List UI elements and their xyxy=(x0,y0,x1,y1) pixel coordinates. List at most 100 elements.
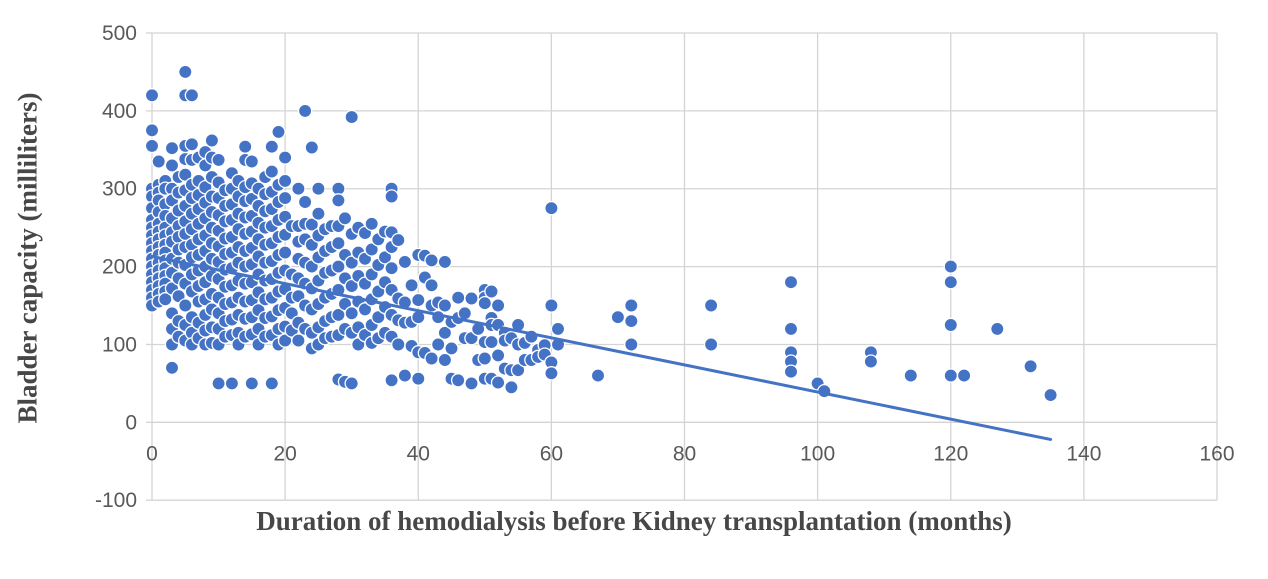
data-point xyxy=(544,298,559,313)
data-point xyxy=(391,337,406,352)
data-point xyxy=(956,368,972,383)
data-point xyxy=(184,137,200,152)
data-point xyxy=(444,341,459,356)
data-point xyxy=(151,154,166,169)
data-point xyxy=(144,88,160,103)
data-point xyxy=(164,158,180,173)
data-point xyxy=(504,380,519,395)
data-point xyxy=(331,193,346,208)
data-point xyxy=(304,217,320,232)
data-point xyxy=(437,352,453,368)
data-point xyxy=(164,360,180,376)
data-point xyxy=(178,167,193,182)
data-point xyxy=(490,375,506,390)
x-tick-label: 100 xyxy=(800,442,835,465)
x-tick-label: 120 xyxy=(933,442,968,465)
data-point xyxy=(550,321,566,337)
data-point xyxy=(943,259,959,274)
data-point xyxy=(297,103,313,119)
data-point xyxy=(943,368,959,383)
data-point xyxy=(464,376,479,391)
data-point xyxy=(943,317,959,333)
data-point xyxy=(344,376,359,391)
data-point xyxy=(277,190,293,206)
data-point xyxy=(450,373,466,388)
data-point xyxy=(544,200,559,216)
x-tick-label: 80 xyxy=(673,442,696,465)
data-point xyxy=(477,351,493,366)
data-point xyxy=(277,245,293,260)
data-point xyxy=(264,376,280,391)
data-point xyxy=(224,376,240,391)
data-point xyxy=(384,189,399,204)
data-point xyxy=(178,64,193,80)
y-tick-label: 400 xyxy=(102,100,137,123)
data-point xyxy=(158,292,173,307)
data-point xyxy=(337,211,353,226)
data-point xyxy=(703,337,719,352)
data-point xyxy=(484,284,499,299)
data-point xyxy=(364,242,379,257)
data-point xyxy=(264,139,280,154)
data-point xyxy=(304,140,320,155)
data-point xyxy=(490,298,506,313)
data-point xyxy=(344,306,359,321)
data-point xyxy=(244,376,260,391)
data-point xyxy=(544,366,559,381)
x-tick-label: 160 xyxy=(1199,442,1234,465)
data-point xyxy=(404,278,419,293)
y-tick-label: 100 xyxy=(102,333,137,356)
data-point xyxy=(437,298,453,313)
data-point xyxy=(477,295,493,311)
data-point xyxy=(178,298,193,313)
data-point xyxy=(344,255,359,270)
data-point xyxy=(384,260,399,276)
data-point xyxy=(204,133,220,148)
data-point xyxy=(624,313,639,329)
data-point xyxy=(424,278,439,293)
data-point xyxy=(424,351,439,366)
data-point xyxy=(430,337,446,352)
data-point xyxy=(1043,387,1058,403)
data-point xyxy=(277,173,293,189)
y-tick-label: 0 xyxy=(125,411,137,434)
data-point xyxy=(397,368,413,383)
data-point xyxy=(211,376,226,391)
data-point xyxy=(357,302,373,317)
data-point xyxy=(590,368,606,383)
data-point xyxy=(144,123,160,138)
data-point xyxy=(184,88,200,103)
data-point xyxy=(164,140,180,156)
y-tick-label: 200 xyxy=(102,256,137,279)
x-axis-title: Duration of hemodialysis before Kidney t… xyxy=(256,506,1012,536)
data-point xyxy=(484,334,499,350)
x-tick-label: 140 xyxy=(1066,442,1101,465)
data-point xyxy=(277,150,293,165)
data-point xyxy=(391,232,406,248)
x-tick-label: 40 xyxy=(407,442,430,465)
data-point xyxy=(943,274,959,290)
data-point xyxy=(331,259,346,274)
data-point xyxy=(144,138,160,154)
data-point xyxy=(344,109,359,125)
data-point xyxy=(364,216,379,232)
data-point xyxy=(783,321,799,337)
data-point xyxy=(311,181,326,196)
data-point xyxy=(237,139,253,154)
data-point xyxy=(244,154,260,169)
data-point xyxy=(450,290,466,305)
data-point xyxy=(624,337,639,352)
data-point xyxy=(331,235,346,251)
data-point xyxy=(397,254,413,270)
data-point xyxy=(903,368,919,383)
data-point xyxy=(424,253,439,268)
data-point xyxy=(464,291,479,306)
data-point xyxy=(377,250,393,265)
data-point xyxy=(1023,359,1038,374)
data-point xyxy=(437,254,453,270)
y-tick-label: -100 xyxy=(95,489,137,512)
data-point xyxy=(783,274,799,290)
data-point xyxy=(384,373,399,388)
